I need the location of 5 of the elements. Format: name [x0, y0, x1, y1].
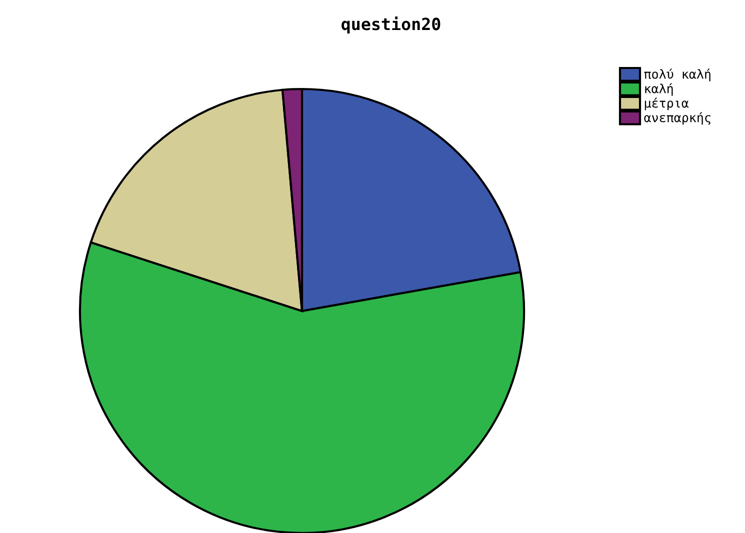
legend-label: καλή	[645, 83, 673, 96]
legend-label: πολύ καλή	[644, 68, 710, 82]
chart-title: question20	[342, 16, 440, 34]
legend-label: μέτρια	[644, 98, 689, 110]
legend-label: ανεπαρκής	[644, 112, 710, 125]
